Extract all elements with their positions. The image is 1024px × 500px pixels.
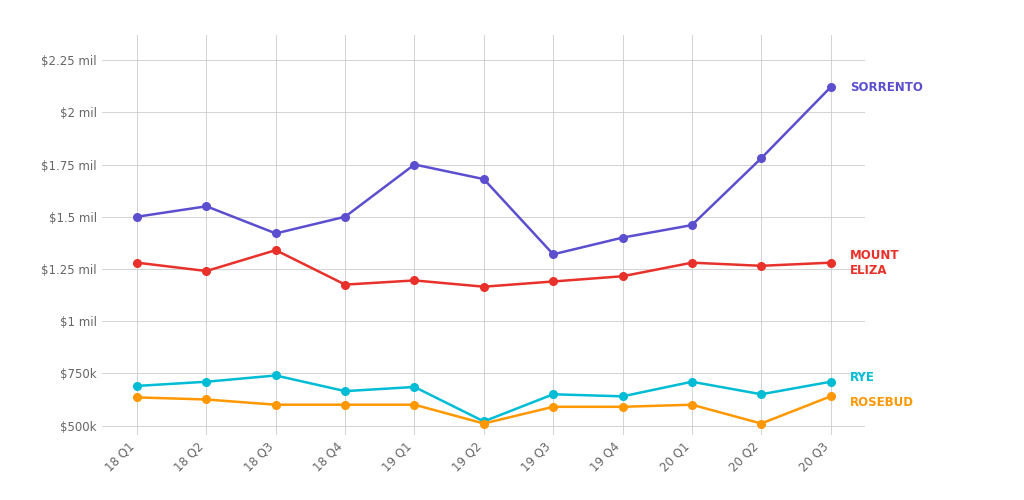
Text: SORRENTO: SORRENTO — [850, 80, 923, 94]
Text: MOUNT
ELIZA: MOUNT ELIZA — [850, 248, 899, 276]
Text: ROSEBUD: ROSEBUD — [850, 396, 914, 408]
Text: RYE: RYE — [850, 372, 874, 384]
